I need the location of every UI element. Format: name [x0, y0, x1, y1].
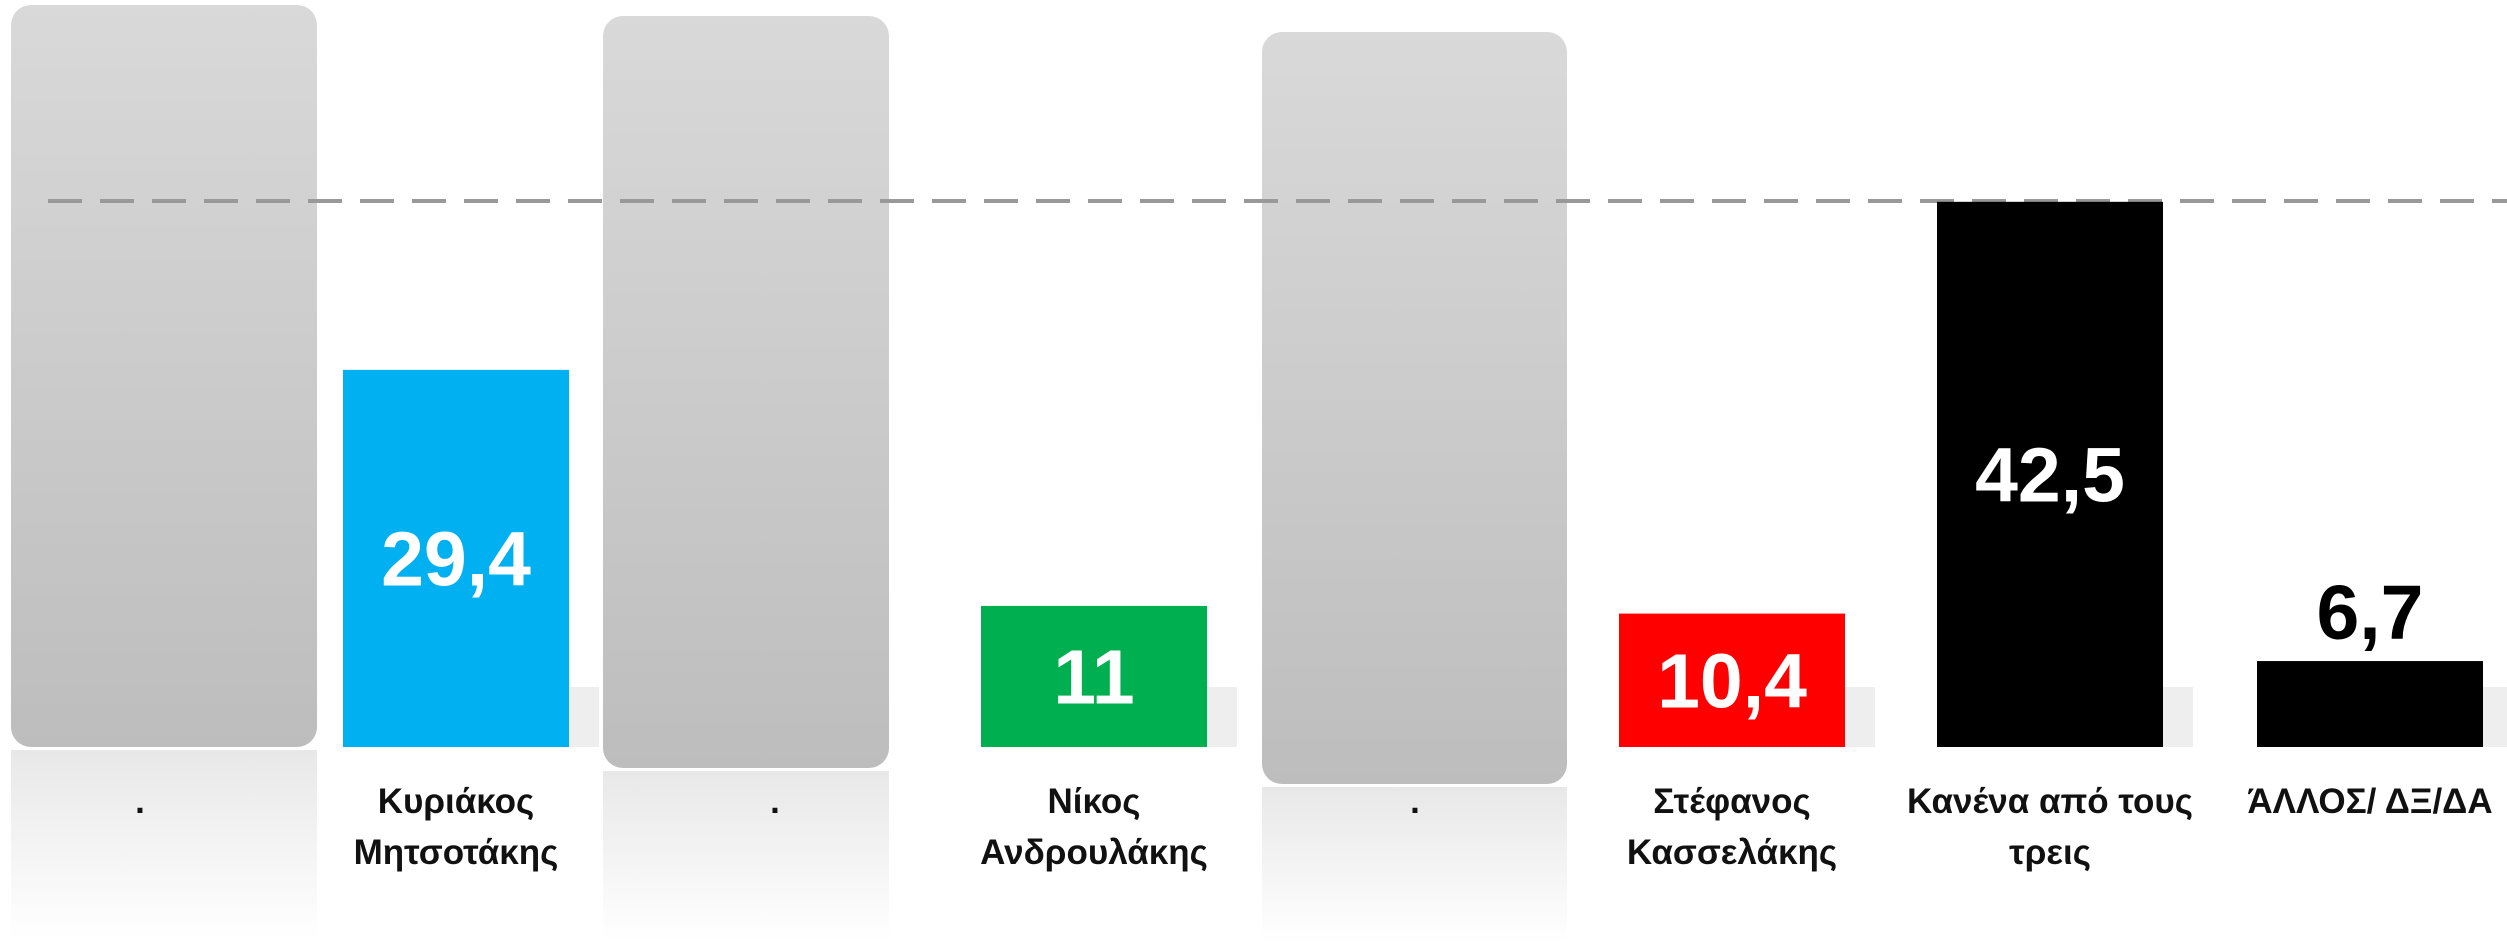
category-label: .: [1265, 776, 1565, 827]
value-label: 10,4: [1657, 638, 1807, 724]
category-label: .: [625, 776, 925, 827]
value-label: 11: [1053, 634, 1134, 720]
category-label: Κυριάκος Μητσοτάκης: [306, 776, 606, 878]
photo: [11, 5, 317, 747]
category-label: Νίκος Ανδρουλάκης: [944, 776, 1244, 878]
category-label: ΆΛΛΟΣ/ ΔΞ/ΔΑ: [2220, 776, 2507, 827]
category-label: Κανένα από τους τρεις: [1900, 776, 2200, 878]
bar: [2257, 661, 2483, 747]
chart: 29,4 11 10,4 42,5 6,7 . Κυριάκος Μητσοτάκης. Ν…: [0, 0, 2507, 946]
photo: [1262, 32, 1567, 784]
category-label: .: [0, 776, 290, 827]
value-label: 6,7: [2316, 570, 2423, 656]
photo: [603, 16, 889, 768]
category-label: Στέφανος Κασσελάκης: [1582, 776, 1882, 878]
value-label: 42,5: [1975, 432, 2125, 518]
value-label: 29,4: [381, 516, 531, 602]
